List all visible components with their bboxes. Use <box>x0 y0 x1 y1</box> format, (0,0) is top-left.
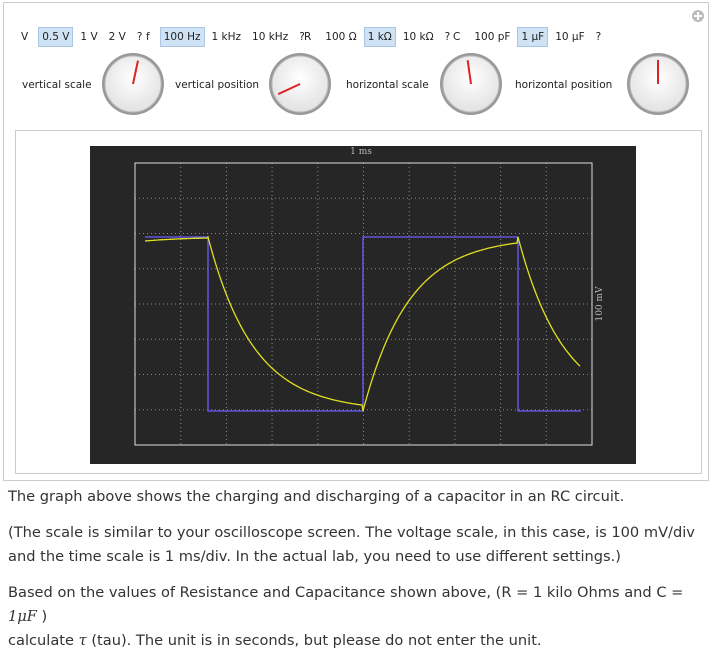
option-button[interactable]: 10 kHz <box>252 31 289 43</box>
scope-frame: 1 ms 100 mV <box>15 130 702 474</box>
question-text: The graph above shows the charging and d… <box>8 485 712 665</box>
option-button[interactable]: 1 V <box>80 31 98 43</box>
knob-label: horizontal position <box>515 79 613 91</box>
text: (tau). The unit is in seconds, but pleas… <box>86 632 542 649</box>
knob-needle <box>277 83 301 96</box>
option-button[interactable]: 100 Ω <box>325 31 357 43</box>
graticule <box>134 162 593 446</box>
knob-label: horizontal scale <box>346 79 429 91</box>
option-button[interactable]: 2 V <box>108 31 126 43</box>
option-button[interactable]: 1 μF <box>517 27 549 47</box>
knob-label: vertical scale <box>22 79 92 91</box>
capacitor-voltage <box>144 235 581 412</box>
text: calculate <box>8 632 79 649</box>
option-button[interactable]: ? <box>444 31 451 43</box>
math: 1μF <box>8 608 37 625</box>
control-label: f <box>146 31 150 43</box>
text: ) <box>41 608 48 625</box>
option-button[interactable]: ? <box>136 31 143 43</box>
knob-label: vertical position <box>175 79 260 91</box>
text: Based on the values of Resistance and Ca… <box>8 584 684 601</box>
knobs <box>102 53 689 115</box>
option-button[interactable]: 1 kΩ <box>363 27 396 47</box>
control-label: R <box>304 31 312 43</box>
paragraph: The graph above shows the charging and d… <box>8 488 625 505</box>
y-scale-label: 100 mV <box>595 286 605 322</box>
option-button[interactable]: 10 kΩ <box>402 31 434 43</box>
option-button[interactable]: 1 kHz <box>211 31 242 43</box>
option-button[interactable]: 0.5 V <box>38 27 74 47</box>
paragraph: Based on the values of Resistance and Ca… <box>8 581 712 653</box>
option-button[interactable]: ? <box>595 31 602 43</box>
math: τ <box>78 632 87 649</box>
paragraph: (The scale is similar to your oscillosco… <box>8 524 695 565</box>
option-button[interactable]: 100 pF <box>474 31 511 43</box>
control-group: R 100 Ω 1 kΩ 10 kΩ? <box>304 27 457 47</box>
knob-needle <box>132 60 139 85</box>
option-button[interactable]: 100 Hz <box>159 27 205 47</box>
x-scale-label: 1 ms <box>350 147 372 157</box>
option-button[interactable]: ? <box>299 31 305 43</box>
control-label: V <box>21 31 29 43</box>
settings-icon[interactable] <box>691 9 705 23</box>
control-group: f 100 Hz 1 kHz 10 kHz? <box>146 27 312 47</box>
option-button[interactable]: 10 μF <box>555 31 585 43</box>
knob-needle <box>466 60 472 85</box>
square-wave <box>145 236 581 412</box>
control-label: C <box>453 31 461 43</box>
oscilloscope: 1 ms 100 mV <box>90 146 636 464</box>
control-group: V 0.5 V 1 V 2 V? <box>21 27 149 47</box>
control-group: C 100 pF 1 μF 10 μF? <box>453 27 608 47</box>
